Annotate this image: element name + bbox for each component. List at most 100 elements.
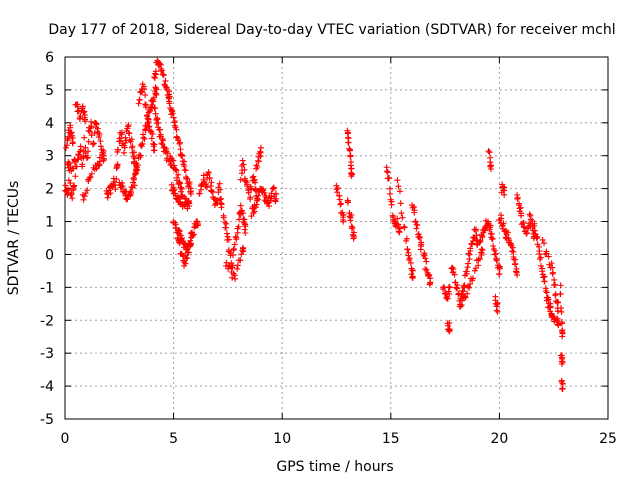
data-point [240,161,247,168]
data-point [65,133,72,140]
data-point [445,322,452,329]
data-point [84,187,91,194]
data-point [73,163,80,170]
x-tick-labels: 0 5 10 15 20 25 [61,431,617,447]
data-point [254,163,261,170]
data-point [204,184,211,191]
data-point [234,265,241,272]
data-point [496,270,503,277]
data-point [93,121,100,128]
data-point [113,175,120,182]
data-point [85,178,92,185]
data-point [543,297,550,304]
data-point [239,157,246,164]
data-point [172,166,179,173]
data-point [454,285,461,292]
data-point [558,320,565,327]
data-point [396,229,403,236]
data-point [72,173,79,180]
data-point [552,292,559,299]
data-point [194,222,201,229]
y-tick-label: 3 [45,149,54,165]
data-point [401,224,408,231]
data-point [128,190,135,197]
data-point [88,132,95,139]
data-point [348,173,355,180]
data-point [545,253,552,260]
data-point [396,188,403,195]
data-point [86,174,93,181]
data-point [80,196,87,203]
data-point [209,189,216,196]
data-point [178,152,185,159]
data-point [130,174,137,181]
data-point [100,156,107,163]
data-point [509,244,516,251]
data-point [493,307,500,314]
data-point [426,272,433,279]
y-tick-label: -1 [40,280,54,296]
data-point [423,266,430,273]
data-point [338,200,345,207]
data-point [537,254,544,261]
x-tick-label: 25 [599,431,617,447]
data-point [395,221,402,228]
data-point [540,274,547,281]
data-point [200,172,207,179]
data-point [217,200,224,207]
data-point [168,111,175,118]
data-point [539,265,546,272]
data-point [406,255,413,262]
data-point [176,228,183,235]
x-tick-label: 10 [273,431,291,447]
data-point [173,134,180,141]
data-point [124,196,131,203]
data-point [414,222,421,229]
data-point [208,188,215,195]
data-point [398,210,405,217]
data-point [80,153,87,160]
data-point [131,149,138,156]
data-point [218,201,225,208]
data-point [386,175,393,182]
data-point [403,235,410,242]
data-point [140,134,147,141]
data-point [241,166,248,173]
data-point [230,245,237,252]
data-point [348,211,355,218]
data-point [232,275,239,282]
data-point [422,255,429,262]
data-point [542,288,549,295]
data-point [176,194,183,201]
data-point [446,319,453,326]
data-point [501,187,508,194]
data-point [142,92,149,99]
data-point [70,184,77,191]
data-point [445,326,452,333]
data-point [268,193,275,200]
data-point [477,238,484,245]
data-point [63,142,70,149]
data-point [237,202,244,209]
data-point [67,122,74,129]
y-tick-label: 5 [45,83,54,99]
data-point [217,186,224,193]
data-point [97,138,104,145]
data-point [196,190,203,197]
data-point [173,167,180,174]
data-point [487,222,494,229]
data-point [84,154,91,161]
data-point [534,234,541,241]
data-point [67,180,74,187]
data-point [514,194,521,201]
x-tick-label: 0 [61,431,70,447]
data-point [179,235,186,242]
data-point [146,123,153,130]
data-point [86,128,93,135]
data-point [224,233,231,240]
data-point [552,281,559,288]
data-point [158,67,165,74]
data-point [230,247,237,254]
data-point [68,129,75,136]
data-point [160,72,167,79]
